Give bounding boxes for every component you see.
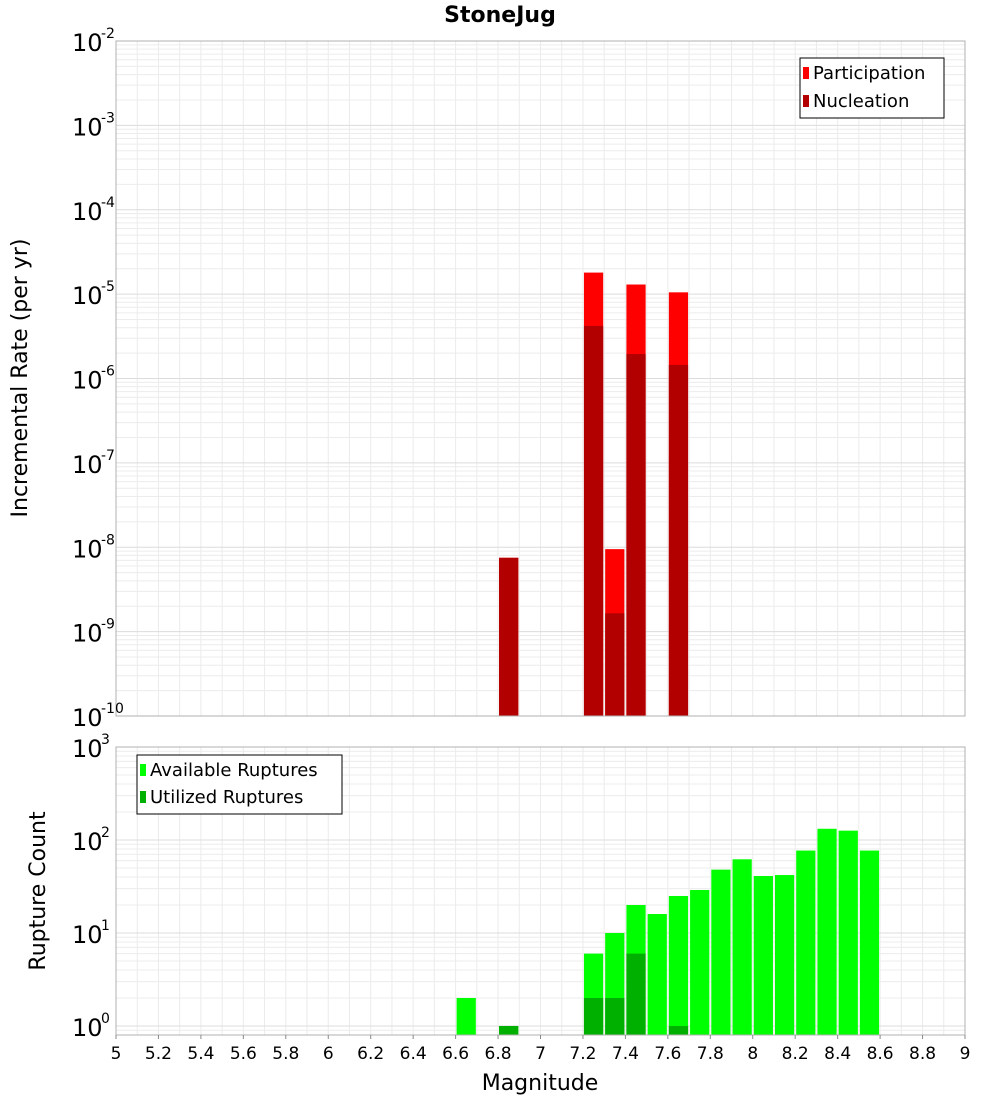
legend-swatch-participation [803, 67, 809, 79]
x-tick-label: 5.8 [272, 1044, 299, 1064]
top-plot-frame [115, 40, 966, 717]
y-tick-exponent: -9 [101, 617, 115, 633]
x-tick-label: 7.4 [612, 1044, 639, 1064]
bar-utilized-ruptures [668, 1025, 689, 1035]
y-tick-label: 10 [72, 367, 103, 395]
bar-nucleation [583, 325, 604, 716]
top-y-axis-label: Incremental Rate (per yr) [8, 239, 33, 518]
bottom-panel-bars [456, 828, 880, 1035]
y-tick-label: 10 [72, 620, 103, 648]
y-tick-exponent: -4 [101, 195, 115, 211]
x-tick-label: 7.8 [697, 1044, 724, 1064]
legend-label-available: Available Ruptures [150, 760, 318, 781]
y-tick-label: 10 [72, 282, 103, 310]
bar-available-ruptures [732, 859, 752, 1035]
bottom-y-axis-label: Rupture Count [26, 811, 51, 971]
y-tick-exponent: -10 [101, 701, 124, 717]
top-panel-grid [115, 41, 966, 717]
y-tick-exponent: -6 [101, 364, 115, 380]
y-tick-exponent: -8 [101, 532, 115, 548]
y-tick-label: 10 [72, 704, 103, 732]
bar-available-ruptures [668, 895, 689, 1035]
y-tick-label: 10 [72, 1014, 103, 1042]
y-tick-exponent: -3 [101, 110, 115, 126]
top-panel-bars [499, 272, 689, 716]
y-tick-label: 10 [72, 113, 103, 141]
x-tick-label: 8.8 [909, 1044, 936, 1064]
x-tick-label: 8.6 [867, 1044, 894, 1064]
bar-available-ruptures [817, 828, 837, 1035]
y-tick-exponent: 0 [101, 1011, 110, 1027]
bar-nucleation [605, 613, 625, 716]
y-tick-label: 10 [72, 921, 103, 949]
y-tick-exponent: -7 [101, 448, 115, 464]
bar-available-ruptures [859, 850, 880, 1035]
bar-available-ruptures [456, 997, 476, 1035]
x-tick-label: 9 [960, 1044, 971, 1064]
bar-utilized-ruptures [605, 997, 625, 1035]
top-legend: Participation Nucleation [799, 57, 945, 119]
y-tick-exponent: 1 [101, 918, 110, 934]
x-tick-label: 7.6 [654, 1044, 681, 1064]
bar-available-ruptures [796, 850, 816, 1035]
x-tick-label: 7.2 [569, 1044, 596, 1064]
bar-available-ruptures [753, 876, 773, 1035]
legend-swatch-available [140, 764, 146, 776]
x-tick-label: 5.6 [230, 1044, 257, 1064]
x-tick-label: 5 [111, 1044, 122, 1064]
x-tick-label: 6.6 [442, 1044, 469, 1064]
x-tick-label: 8 [747, 1044, 758, 1064]
y-tick-exponent: -5 [101, 279, 115, 295]
bar-available-ruptures [838, 830, 858, 1035]
y-tick-label: 10 [72, 29, 103, 57]
bar-utilized-ruptures [583, 997, 604, 1035]
bar-nucleation [499, 557, 519, 716]
x-tick-label: 6.8 [485, 1044, 512, 1064]
y-tick-label: 10 [72, 198, 103, 226]
y-tick-label: 10 [72, 735, 103, 763]
bar-utilized-ruptures [499, 1025, 519, 1035]
legend-label-utilized: Utilized Ruptures [150, 787, 303, 808]
x-axis-label: Magnitude [482, 1071, 599, 1096]
bar-available-ruptures [711, 869, 731, 1035]
x-axis-ticks: 5 5.2 5.4 5.6 5.8 6 6.2 6.4 6.6 6.8 7 7.2 7.4 7.6 7.8 8… [111, 1035, 971, 1064]
x-tick-label: 5.4 [187, 1044, 214, 1064]
bar-available-ruptures [690, 889, 710, 1035]
x-tick-label: 7 [535, 1044, 546, 1064]
bar-available-ruptures [774, 875, 795, 1035]
y-tick-label: 10 [72, 451, 103, 479]
bar-utilized-ruptures [626, 953, 646, 1035]
y-tick-exponent: 2 [101, 825, 110, 841]
x-tick-label: 6.2 [357, 1044, 384, 1064]
y-tick-label: 10 [72, 535, 103, 563]
y-tick-exponent: 3 [101, 732, 110, 748]
bar-nucleation [626, 354, 646, 716]
x-tick-label: 6 [323, 1044, 334, 1064]
y-tick-exponent: -2 [101, 26, 115, 42]
top-legend-box [799, 57, 945, 119]
legend-swatch-nucleation [803, 95, 809, 107]
bottom-legend-box [136, 754, 343, 815]
chart-title: StoneJug [444, 3, 556, 28]
legend-label-nucleation: Nucleation [813, 91, 909, 112]
legend-label-participation: Participation [813, 63, 925, 84]
y-tick-label: 10 [72, 828, 103, 856]
x-tick-label: 5.2 [145, 1044, 172, 1064]
x-tick-label: 6.4 [400, 1044, 427, 1064]
x-tick-label: 8.2 [782, 1044, 809, 1064]
bar-available-ruptures [647, 914, 667, 1035]
x-tick-label: 8.4 [824, 1044, 851, 1064]
legend-swatch-utilized [140, 791, 146, 803]
bar-nucleation [668, 364, 689, 716]
bottom-legend: Available Ruptures Utilized Ruptures [136, 754, 343, 815]
